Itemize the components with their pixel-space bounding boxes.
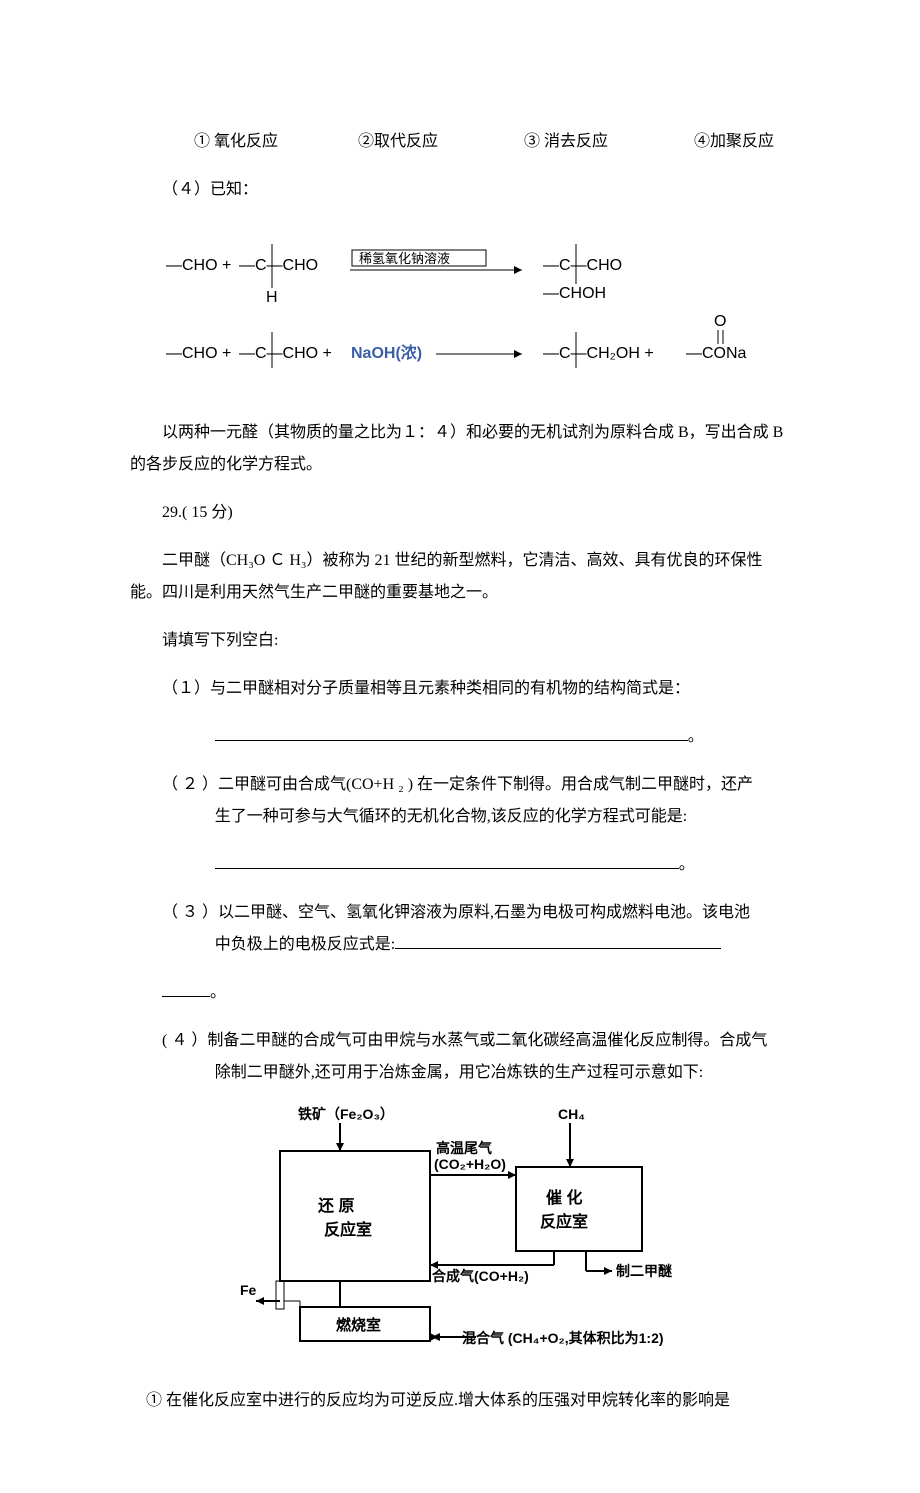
eq1-rbot: —CHOH: [543, 285, 606, 302]
svg-text:(CO₂+H₂O): (CO₂+H₂O): [434, 1156, 506, 1172]
eq1-arrow-label: 稀氢氧化钠溶液: [359, 251, 450, 266]
q29-s2a: （ ２ ）二甲醚可由合成气(CO+H ₂ ) 在一定条件下制得。用合成气制二甲醚…: [130, 769, 790, 801]
q29-blank2-line: 。: [130, 849, 790, 881]
svg-text:燃烧室: 燃烧室: [336, 1316, 381, 1334]
opt-4: ④加聚反应: [662, 126, 774, 158]
q29-s4b: 除制二甲醚外,还可用于冶炼金属，用它冶炼铁的生产过程可示意如下:: [130, 1057, 790, 1089]
eq2-rmid: —C—CH₂OH +: [543, 345, 654, 362]
q29-s1: （１）与二甲醚相对分子质量相等且元素种类相同的有机物的结构简式是：: [130, 673, 790, 705]
eq2-naoh: NaOH(浓): [351, 344, 422, 362]
svg-text:CH₄: CH₄: [558, 1106, 585, 1122]
process-svg: 铁矿（Fe₂O₃） CH₄ 还 原反应室 催 化反应室 高温尾气(CO₂+H₂O) 合成气…: [240, 1105, 680, 1357]
eq2-cona: —CONa: [686, 345, 747, 362]
svg-text:铁矿（Fe₂O₃）: 铁矿（Fe₂O₃）: [298, 1106, 394, 1122]
q29-blank1-line: 。: [130, 721, 790, 753]
eq2-mid: —C—CHO +: [239, 345, 332, 362]
q29-s3b-wrap: 中负极上的电极反应式是:: [130, 929, 790, 961]
q29-s3a: （ ３ ）以二甲醚、空气、氢氧化钾溶液为原料,石墨为电极可构成燃料电池。该电池: [130, 897, 790, 929]
opt-1: ① 氧化反应: [162, 126, 278, 158]
blank-3b: [162, 980, 210, 997]
chem-svg: —CHO + —C—CHO H 稀氢氧化钠溶液 —C—CHO —CHOH —CH…: [166, 222, 786, 392]
reaction-options: ① 氧化反应 ②取代反应 ③ 消去反应 ④加聚反应: [130, 126, 790, 158]
chem-scheme: —CHO + —C—CHO H 稀氢氧化钠溶液 —C—CHO —CHOH —CH…: [166, 222, 790, 401]
svg-text:混合气 (CH₄+O₂,其体积比为1:2): 混合气 (CH₄+O₂,其体积比为1:2): [462, 1330, 664, 1346]
svg-text:制二甲醚: 制二甲醚: [616, 1263, 672, 1279]
q29-p1b: 能。四川是利用天然气生产二甲醚的重要基地之一。: [130, 577, 790, 609]
svg-text:还 原: 还 原: [317, 1196, 354, 1215]
q29-s3b: 中负极上的电极反应式是:: [215, 936, 395, 953]
blank-1: [215, 724, 688, 741]
q29-s5: ① 在催化反应室中进行的反应均为可逆反应.增大体系的压强对甲烷转化率的影响是: [130, 1385, 790, 1417]
svg-text:反应室: 反应室: [540, 1212, 588, 1231]
q29-s2b: 生了一种可参与大气循环的无机化合物,该反应的化学方程式可能是:: [130, 801, 790, 833]
aldehyde-para-1: 以两种一元醛（其物质的量之比为１：４）和必要的无机试剂为原料合成 B，写出合成 …: [130, 417, 790, 449]
opt-2: ②取代反应: [326, 126, 438, 158]
svg-text:反应室: 反应室: [324, 1220, 372, 1239]
q29-s4a: ( ４ ）制备二甲醚的合成气可由甲烷与水蒸气或二氧化碳经高温催化反应制得。合成气: [130, 1025, 790, 1057]
eq1-h: H: [266, 289, 278, 306]
known-label: （４）已知：: [130, 174, 790, 206]
svg-text:催 化: 催 化: [546, 1188, 582, 1207]
svg-text:高温尾气: 高温尾气: [436, 1140, 492, 1156]
blank-2: [215, 852, 679, 869]
eq2-o: O: [714, 313, 726, 330]
eq2-l1: —CHO +: [166, 345, 231, 362]
eq1-rmid: —C—CHO: [543, 257, 622, 274]
q29-blank3b-line: 。: [130, 977, 790, 1009]
svg-text:Fe: Fe: [240, 1282, 257, 1298]
q29-p2: 请填写下列空白:: [130, 625, 790, 657]
opt-3: ③ 消去反应: [492, 126, 608, 158]
eq1-mid: —C—CHO: [239, 257, 318, 274]
process-diagram: 铁矿（Fe₂O₃） CH₄ 还 原反应室 催 化反应室 高温尾气(CO₂+H₂O) 合成气…: [240, 1105, 680, 1369]
q29-p1: 二甲醚（CH₃O Ｃ H₃）被称为 21 世纪的新型燃料，它清洁、高效、具有优良…: [130, 545, 790, 577]
aldehyde-para-2: 的各步反应的化学方程式。: [130, 449, 790, 481]
eq1-l1: —CHO +: [166, 257, 231, 274]
svg-text:合成气(CO+H₂): 合成气(CO+H₂): [432, 1268, 529, 1284]
q29-number: 29.( 15 分): [130, 497, 790, 529]
blank-3: [395, 932, 721, 949]
